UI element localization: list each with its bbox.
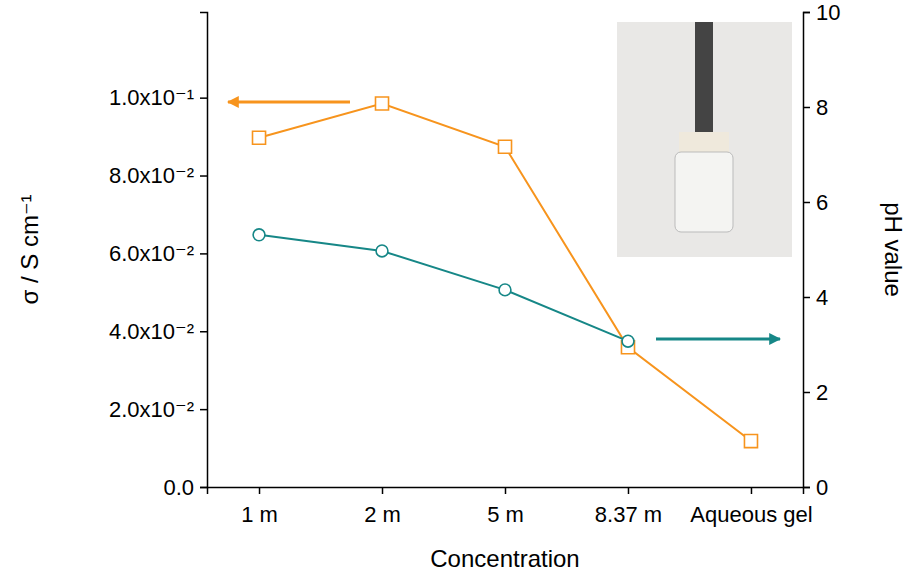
x-tick-label: 5 m xyxy=(487,502,524,527)
y2-tick: 8 xyxy=(803,95,828,120)
y2-axis: 0 2 4 6 8 10 xyxy=(803,0,840,500)
x-axis-title: Concentration xyxy=(430,545,579,572)
series-marker xyxy=(622,335,634,347)
y-tick: 0.0 xyxy=(163,475,207,500)
y-tick-mark xyxy=(200,331,207,333)
y-tick-label: 1.0x10⁻¹ xyxy=(109,85,194,110)
y2-tick-mark xyxy=(803,202,810,204)
series-line xyxy=(259,103,751,441)
y2-tick: 10 xyxy=(803,0,840,25)
y-tick-label: 0.0 xyxy=(163,475,194,500)
inset-photo xyxy=(617,22,792,257)
series-marker xyxy=(253,131,266,144)
y2-tick-mark xyxy=(803,297,810,299)
x-tick-label: Aqueous gel xyxy=(690,502,812,527)
y-tick: 4.0x10⁻² xyxy=(109,319,207,344)
y2-tick-label: 2 xyxy=(816,380,828,405)
series-marker xyxy=(498,140,511,153)
x-tick-label: 2 m xyxy=(364,502,401,527)
series-marker xyxy=(499,284,511,296)
inset-cap xyxy=(679,132,729,152)
inset-background xyxy=(617,22,792,257)
x-tick: 5 m xyxy=(487,487,524,527)
y2-tick: 6 xyxy=(803,190,828,215)
x-tick-mark xyxy=(628,487,630,494)
inset-vial xyxy=(675,152,733,232)
series-marker xyxy=(744,435,757,448)
x-tick-mark xyxy=(259,487,261,494)
y2-tick-label: 8 xyxy=(816,95,828,120)
y-tick: 6.0x10⁻² xyxy=(109,241,207,266)
y2-tick-mark xyxy=(803,392,810,394)
y-tick-mark xyxy=(200,97,207,99)
y-axis: 0.0 2.0x10⁻² 4.0x10⁻² 6.0x10⁻² 8.0x10⁻² 1.0x1… xyxy=(109,13,208,500)
y2-tick: 4 xyxy=(803,285,828,310)
x-tick: 2 m xyxy=(364,487,401,527)
y-axis-title: σ / S cm⁻¹ xyxy=(16,194,43,304)
y2-tick-label: 6 xyxy=(816,190,828,215)
y-tick-label: 2.0x10⁻² xyxy=(109,397,194,422)
y2-tick: 2 xyxy=(803,380,828,405)
axis-arrow xyxy=(228,101,350,104)
axis-arrow xyxy=(656,338,780,341)
x-axis-line xyxy=(208,488,804,495)
chart: 0.0 2.0x10⁻² 4.0x10⁻² 6.0x10⁻² 8.0x10⁻² 1.0x1… xyxy=(0,0,907,581)
y-tick-mark xyxy=(200,487,207,489)
inset-electrode xyxy=(695,22,713,132)
series-marker xyxy=(253,229,265,241)
y2-tick-label: 0 xyxy=(816,475,828,500)
y-tick-label: 8.0x10⁻² xyxy=(109,163,194,188)
x-axis: 1 m 2 m 5 m 8.37 m Aqueous gel xyxy=(208,487,813,527)
x-tick: 1 m xyxy=(241,487,278,527)
y-tick-label: 6.0x10⁻² xyxy=(109,241,194,266)
x-tick-mark xyxy=(505,487,507,494)
y-tick-mark xyxy=(200,253,207,255)
series-marker xyxy=(376,245,388,257)
y-tick: 2.0x10⁻² xyxy=(109,397,207,422)
y2-tick-mark xyxy=(803,107,810,109)
marks xyxy=(253,97,758,448)
y-tick: 1.0x10⁻¹ xyxy=(109,85,207,110)
y-tick: 8.0x10⁻² xyxy=(109,163,207,188)
y2-tick-mark xyxy=(803,12,810,14)
series-line xyxy=(259,235,628,341)
y2-axis-title: pH value xyxy=(880,202,907,297)
x-tick: Aqueous gel xyxy=(690,487,812,527)
y-tick-mark xyxy=(200,409,207,411)
y2-tick-label: 10 xyxy=(816,0,840,25)
y-tick-label: 4.0x10⁻² xyxy=(109,319,194,344)
y2-tick-label: 4 xyxy=(816,285,828,310)
plot: 0.0 2.0x10⁻² 4.0x10⁻² 6.0x10⁻² 8.0x10⁻² 1.0x1… xyxy=(109,0,840,527)
y-axis-line xyxy=(200,13,208,488)
y2-tick: 0 xyxy=(803,475,828,500)
y-tick-mark xyxy=(200,175,207,177)
x-tick-label: 8.37 m xyxy=(595,502,662,527)
x-tick-mark xyxy=(382,487,384,494)
y2-axis-line xyxy=(804,13,811,488)
x-tick-label: 1 m xyxy=(241,502,278,527)
x-tick: 8.37 m xyxy=(595,487,662,527)
series-marker xyxy=(375,97,388,110)
x-tick-mark xyxy=(751,487,753,494)
